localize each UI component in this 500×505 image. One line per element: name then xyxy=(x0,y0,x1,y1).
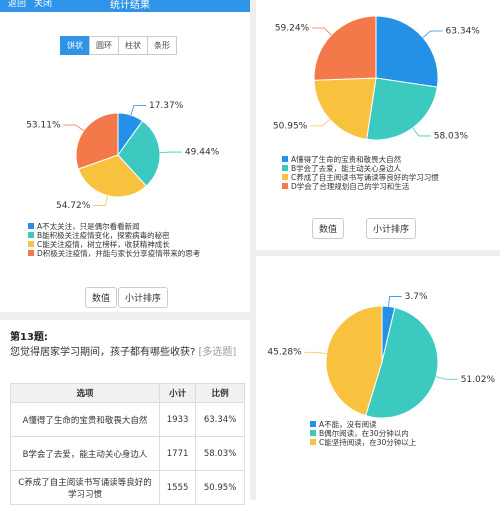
pie-slice xyxy=(313,77,377,140)
legend-text: C养成了自主阅读书写诵读等良好的学习习惯 xyxy=(291,173,439,182)
cell: A懂得了生命的宝贵和敬畏大自然 xyxy=(10,402,160,437)
legend-text: B偶尔阅读，在30分钟以内 xyxy=(319,429,409,438)
legend-text: C能坚持阅读，在30分钟以上 xyxy=(319,438,417,447)
leader-line xyxy=(63,124,84,132)
legend-swatch xyxy=(310,421,316,427)
legend-swatch xyxy=(28,223,34,229)
sort-button[interactable]: 小计排序 xyxy=(366,218,417,239)
leader-line xyxy=(422,30,443,38)
legend: A不能，没有阅读 B偶尔阅读，在30分钟以内 C能坚持阅读，在30分钟以上 xyxy=(310,420,416,447)
data-label: 51.02% xyxy=(461,375,496,385)
leader-line xyxy=(159,151,182,154)
data-label: 17.37% xyxy=(149,101,184,111)
data-label: 50.95% xyxy=(273,121,308,131)
data-label: 54.72% xyxy=(56,201,91,211)
tab[interactable]: 条形 xyxy=(147,36,177,55)
legend-swatch xyxy=(282,156,288,162)
leader-line xyxy=(412,127,431,137)
back[interactable]: 返回 xyxy=(8,0,27,9)
legend-text: A不太关注，只是偶尔看看新闻 xyxy=(37,222,140,231)
cell: 50.95% xyxy=(195,470,245,505)
pie-slice xyxy=(366,77,438,141)
leader-line xyxy=(310,118,330,127)
legend-item: B能积极关注疫情变化，探索病毒的秘密 xyxy=(28,231,200,240)
pie-slice xyxy=(313,15,377,81)
divider xyxy=(250,0,256,500)
question-text: 您觉得居家学习期间，孩子都有哪些收获? [多选题] xyxy=(10,346,242,360)
separator xyxy=(0,312,250,320)
tabs: 饼状 圆环 柱状 条形 xyxy=(60,33,177,55)
leader-line xyxy=(388,296,402,307)
legend-text: C能关注疫情，树立榜样，收获精神成长 xyxy=(37,240,170,249)
legend-swatch xyxy=(282,183,288,189)
legend-swatch xyxy=(282,165,288,171)
data-label: 53.11% xyxy=(26,120,61,130)
question-tag: [多选题] xyxy=(198,347,237,358)
legend-swatch xyxy=(310,439,316,445)
legend-swatch xyxy=(28,232,34,238)
legend-swatch xyxy=(282,174,288,180)
legend-item: C能坚持阅读，在30分钟以上 xyxy=(310,438,416,447)
legend-text: D积极关注疫情，并能与家长分享疫情带来的思考 xyxy=(37,249,201,258)
legend-text: A懂得了生命的宝贵和敬畏大自然 xyxy=(291,155,402,164)
pie-slice xyxy=(77,154,147,198)
data-label: 45.28% xyxy=(267,348,302,358)
cell: 1555 xyxy=(158,470,197,505)
cell: 1771 xyxy=(158,436,197,471)
pie-slice xyxy=(375,15,439,88)
pie-slice xyxy=(75,112,119,170)
legend-item: D学会了合理规划自己的学习和生活 xyxy=(282,182,439,191)
legend-item: B学会了去爱，能主动关心身边人 xyxy=(282,164,439,173)
legend-text: A不能，没有阅读 xyxy=(319,420,377,429)
pie-slice xyxy=(325,305,383,417)
legend-item: D积极关注疫情，并能与家长分享疫情带来的思考 xyxy=(28,249,200,258)
leader-line xyxy=(435,376,458,380)
legend-swatch xyxy=(28,250,34,256)
data-label: 63.34% xyxy=(446,26,481,36)
data-label: 3.7% xyxy=(405,292,428,302)
legend-item: B偶尔阅读，在30分钟以内 xyxy=(310,429,416,438)
value-button[interactable]: 数值 xyxy=(312,218,345,239)
question: 您觉得居家学习期间，孩子都有哪些收获? xyxy=(10,347,196,358)
data-label: 49.44% xyxy=(185,148,220,158)
leader-line xyxy=(130,105,146,116)
title: 统计结果 xyxy=(110,0,150,11)
legend: A不太关注，只是偶尔看看新闻 B能积极关注疫情变化，探索病毒的秘密 C能关注疫情，树… xyxy=(28,222,200,258)
legend-item: A懂得了生命的宝贵和敬畏大自然 xyxy=(282,155,439,164)
legend-swatch xyxy=(310,430,316,436)
legend-text: B学会了去爱，能主动关心身边人 xyxy=(291,164,402,173)
data-label: 58.03% xyxy=(434,131,469,141)
question-number: 第13题: xyxy=(10,332,48,343)
leader-line xyxy=(304,351,327,355)
legend: A懂得了生命的宝贵和敬畏大自然 B学会了去爱，能主动关心身边人 C养成了自主阅读书写… xyxy=(282,155,439,191)
value-button[interactable]: 数值 xyxy=(85,287,118,308)
close[interactable]: 关闭 xyxy=(34,0,53,9)
th: 小计 xyxy=(158,383,197,403)
leader-line xyxy=(93,195,109,206)
legend-item: C能关注疫情，树立榜样，收获精神成长 xyxy=(28,240,200,249)
legend-text: D学会了合理规划自己的学习和生活 xyxy=(291,182,410,191)
leader-line xyxy=(312,27,332,36)
legend-item: C养成了自主阅读书写诵读等良好的学习习惯 xyxy=(282,173,439,182)
header-bar: 返回 关闭 统计结果 xyxy=(0,0,250,12)
data-label: 59.24% xyxy=(275,24,310,34)
legend-swatch xyxy=(28,241,34,247)
pie-slice xyxy=(365,306,439,419)
cell: 63.34% xyxy=(195,402,245,437)
legend-item: A不太关注，只是偶尔看看新闻 xyxy=(28,222,200,231)
legend-item: A不能，没有阅读 xyxy=(310,420,416,429)
result-table: 选项 小计 比例 A懂得了生命的宝贵和敬畏大自然 1933 63.34% B学会了去爱，… xyxy=(10,383,245,505)
separator xyxy=(256,250,500,256)
legend-text: B能积极关注疫情变化，探索病毒的秘密 xyxy=(37,231,170,240)
sort-button[interactable]: 小计排序 xyxy=(118,287,169,308)
